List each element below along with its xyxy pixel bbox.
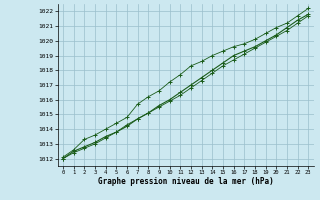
X-axis label: Graphe pression niveau de la mer (hPa): Graphe pression niveau de la mer (hPa) [98,177,274,186]
